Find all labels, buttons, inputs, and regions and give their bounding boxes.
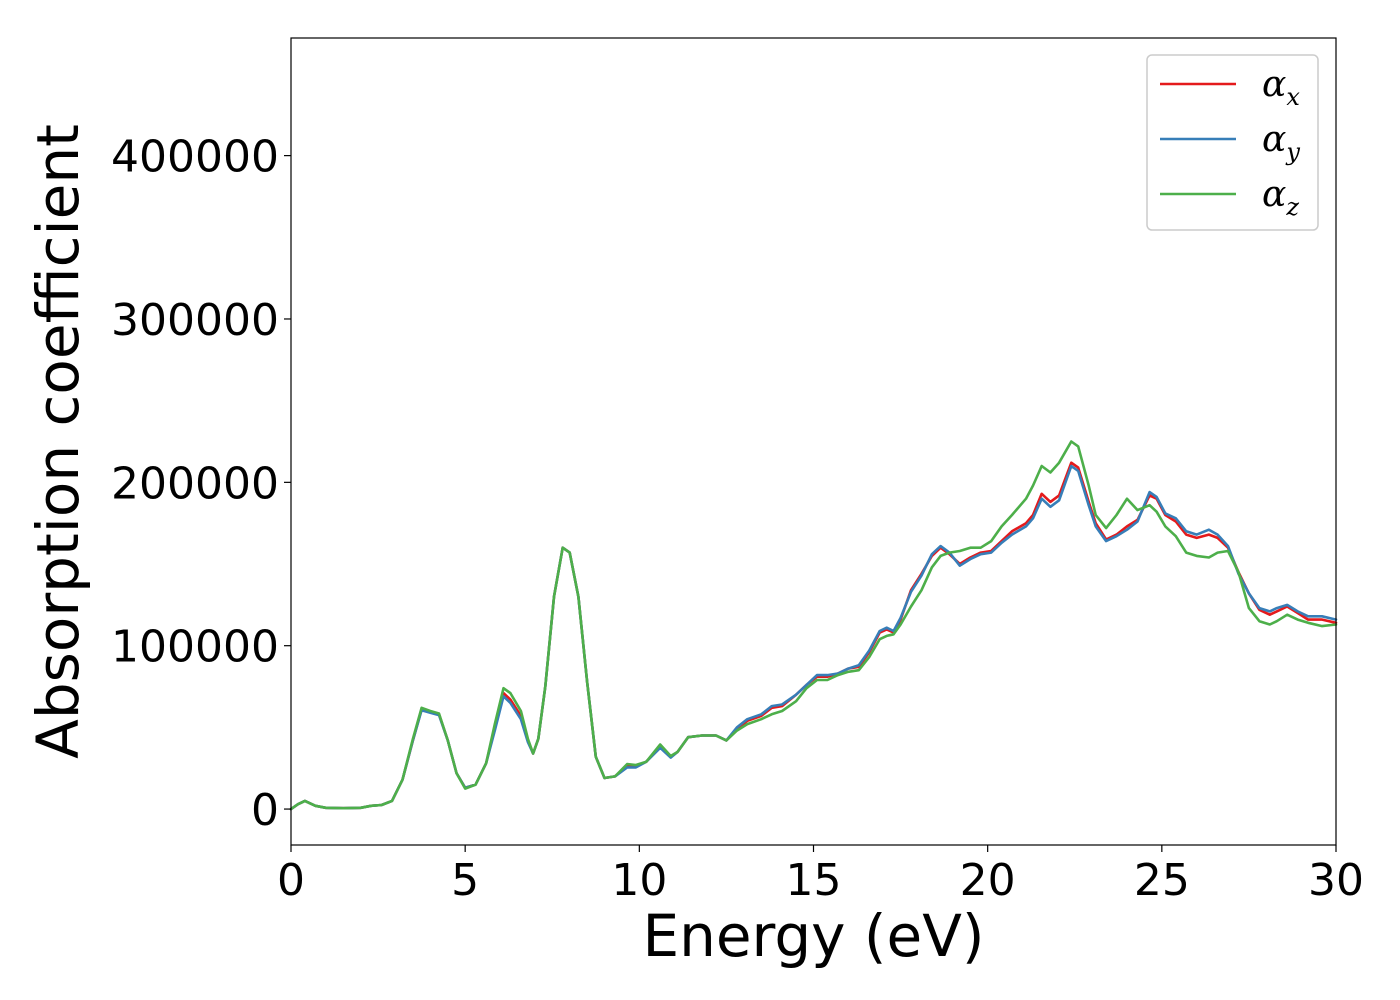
- legend-label-y: αy: [1262, 119, 1300, 166]
- x-tick-label: 10: [611, 855, 667, 906]
- x-tick-label: 20: [960, 855, 1016, 906]
- x-tick-label: 5: [451, 855, 479, 906]
- x-tick-label: 25: [1134, 855, 1190, 906]
- legend: αx αy αz: [1146, 54, 1319, 231]
- x-tick-label: 30: [1308, 855, 1364, 906]
- series-line-z: [289, 440, 1338, 811]
- legend-frame: [1146, 54, 1319, 231]
- y-tick-label: 200000: [111, 458, 279, 509]
- y-tick-label: 300000: [111, 295, 279, 346]
- series-layer: [289, 440, 1338, 811]
- legend-label-z: αz: [1262, 174, 1299, 221]
- x-axis: 0 5 10 15 20 25 30: [277, 845, 1364, 906]
- legend-label-x: αx: [1262, 64, 1300, 111]
- x-tick-label: 0: [277, 855, 305, 906]
- x-tick-label: 15: [786, 855, 842, 906]
- y-axis: 0 100000 200000 300000 400000: [111, 132, 291, 836]
- y-axis-title: Absorption coefficient: [24, 124, 92, 759]
- y-tick-label: 100000: [111, 622, 279, 673]
- x-axis-title: Energy (eV): [642, 902, 984, 970]
- y-tick-label: 400000: [111, 132, 279, 183]
- y-tick-label: 0: [251, 785, 279, 836]
